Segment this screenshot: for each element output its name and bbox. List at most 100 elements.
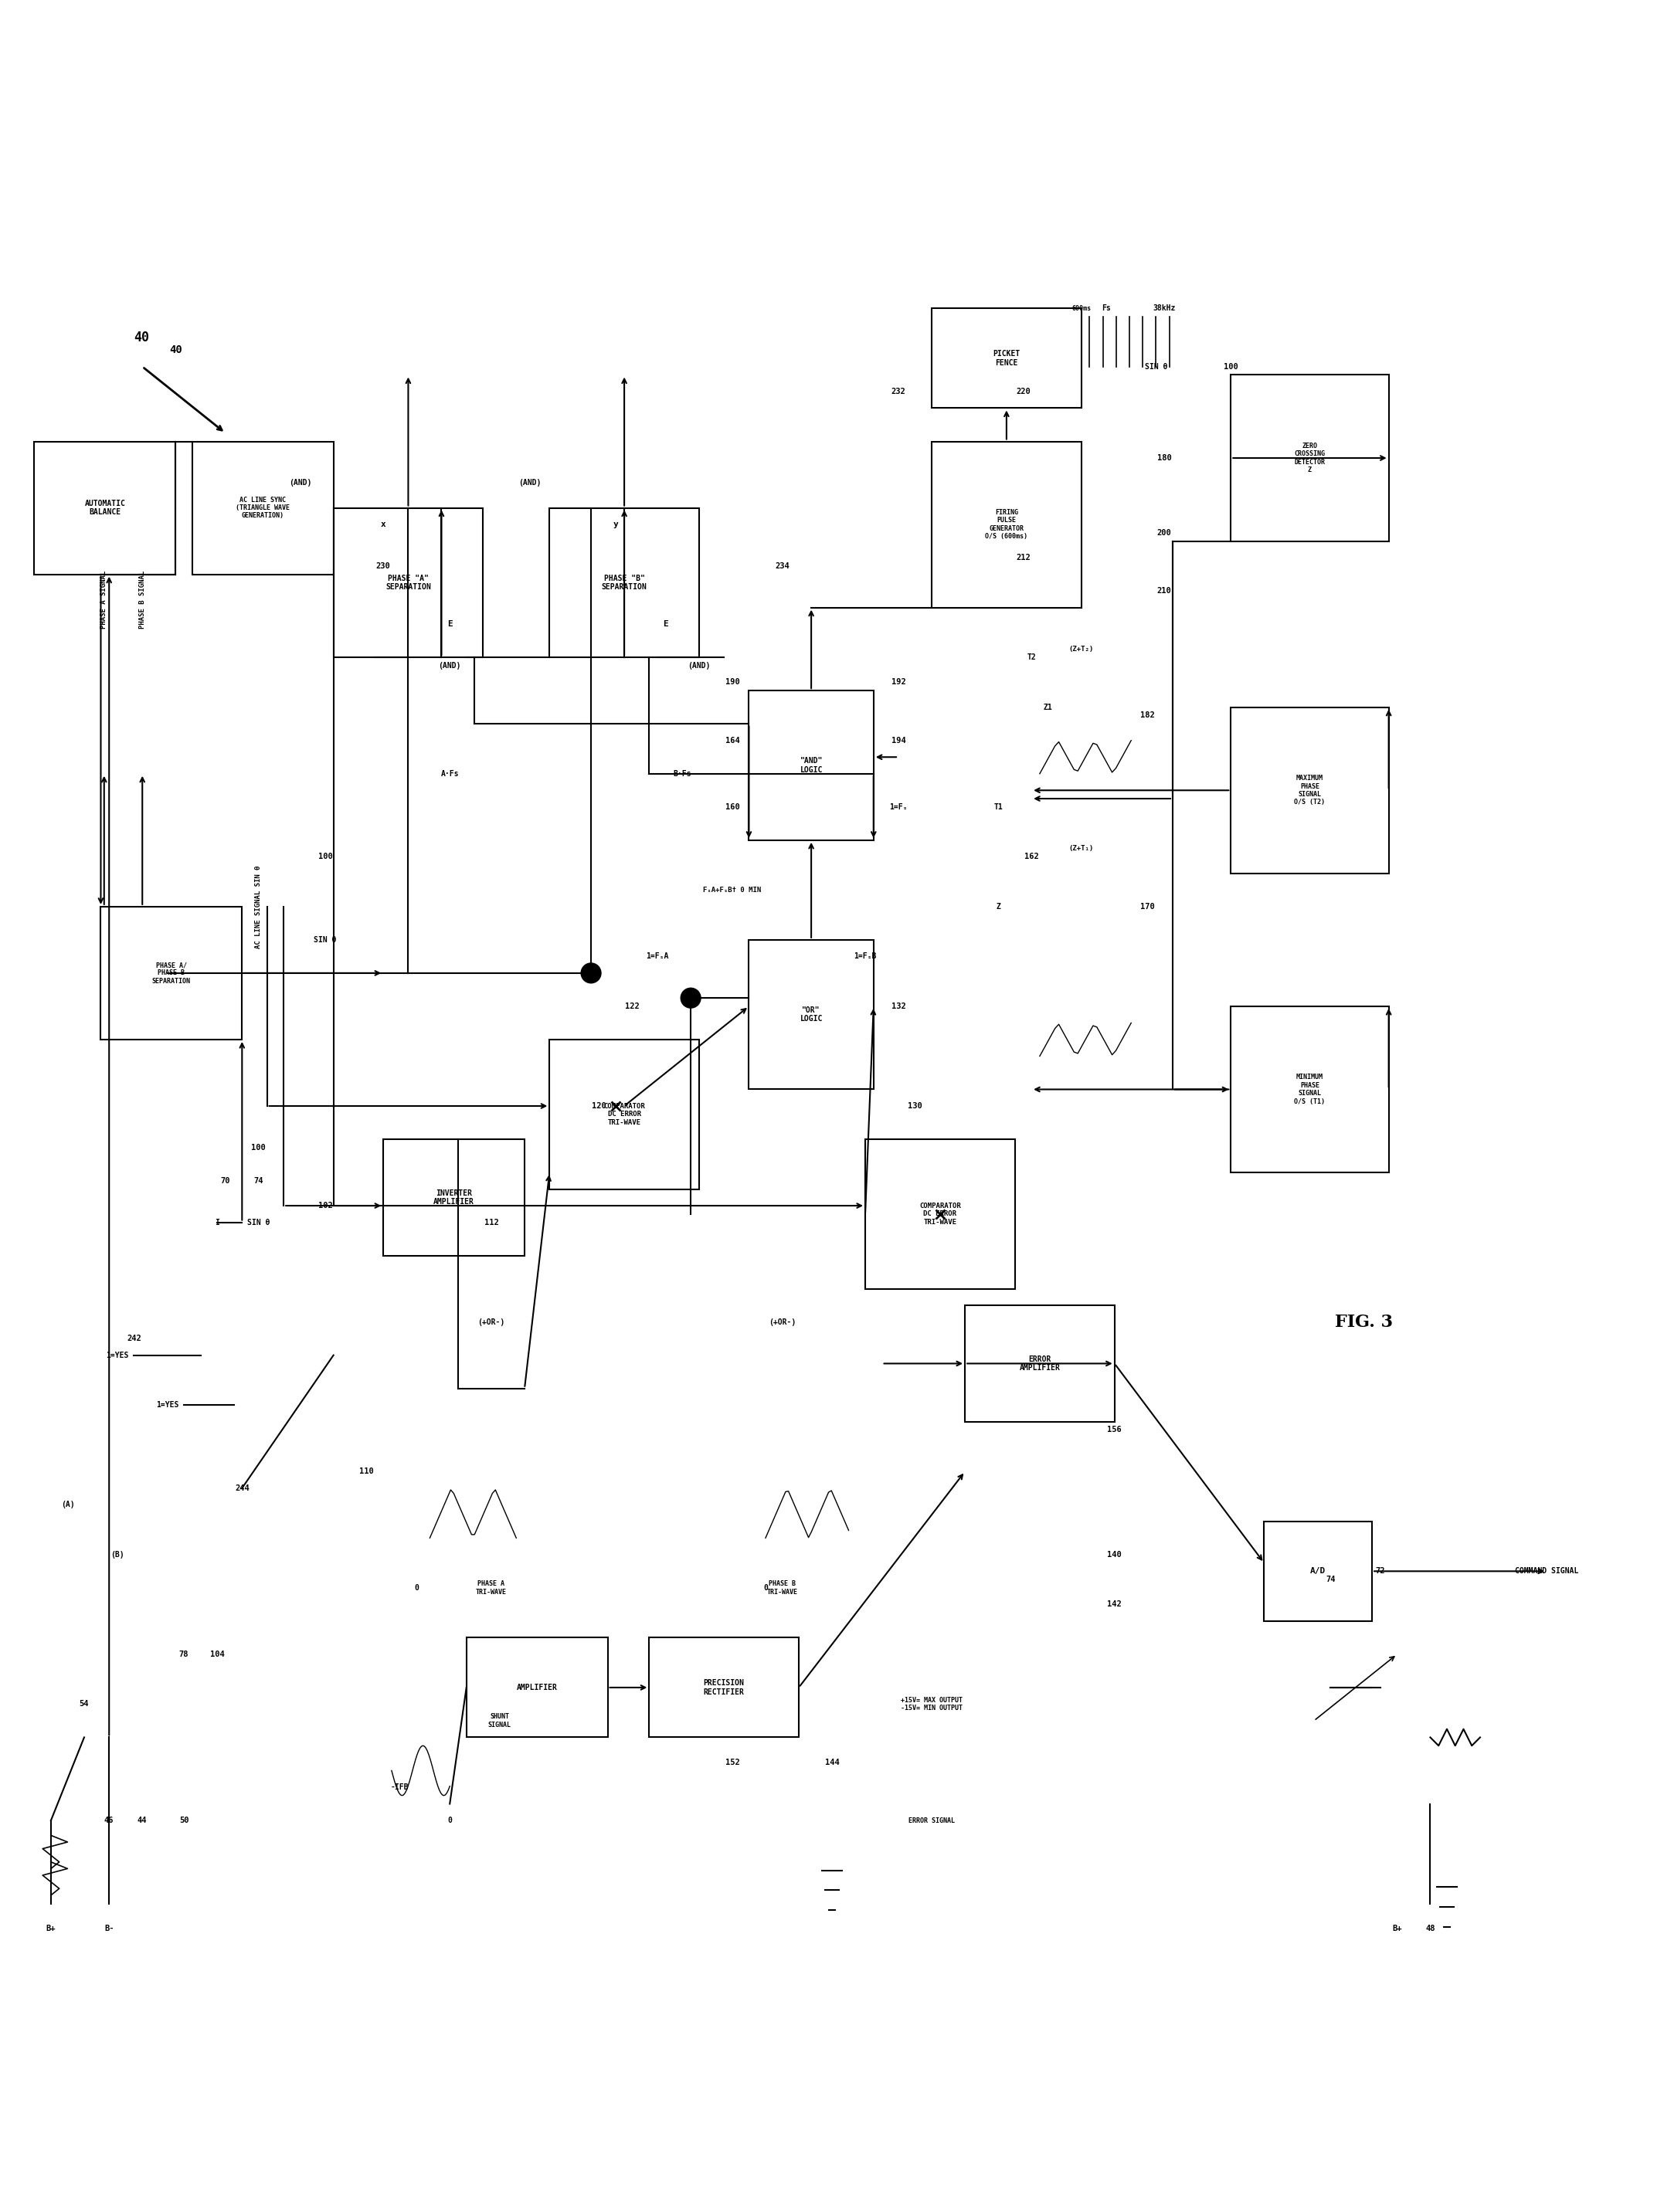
- Text: 190: 190: [726, 679, 739, 686]
- Text: 232: 232: [892, 387, 905, 396]
- Text: COMMAND SIGNAL: COMMAND SIGNAL: [1514, 1568, 1579, 1575]
- Bar: [466, 1637, 607, 1736]
- Text: SIN θ: SIN θ: [248, 1219, 270, 1225]
- Text: (AND): (AND): [438, 661, 461, 670]
- Text: COMPARATOR
DC ERROR
TRI-WAVE: COMPARATOR DC ERROR TRI-WAVE: [919, 1203, 960, 1225]
- Text: 0: 0: [764, 1584, 767, 1593]
- Text: 170: 170: [1140, 902, 1155, 911]
- Text: 140: 140: [1107, 1551, 1122, 1559]
- Text: PHASE "A"
SEPARATION: PHASE "A" SEPARATION: [386, 575, 431, 591]
- Text: 242: 242: [126, 1334, 141, 1343]
- Bar: [35, 442, 176, 575]
- Text: 234: 234: [775, 562, 789, 571]
- Text: 180: 180: [1156, 453, 1171, 462]
- Text: 110: 110: [359, 1469, 374, 1475]
- Text: 44: 44: [138, 1816, 146, 1825]
- Bar: [549, 1040, 699, 1190]
- Text: Z1: Z1: [1043, 703, 1053, 710]
- Text: PRECISION
RECTIFIER: PRECISION RECTIFIER: [704, 1679, 744, 1697]
- Text: +15V= MAX OUTPUT
-15V= MIN OUTPUT: +15V= MAX OUTPUT -15V= MIN OUTPUT: [900, 1697, 962, 1712]
- Text: "OR"
LOGIC: "OR" LOGIC: [800, 1006, 822, 1022]
- Text: 40: 40: [170, 345, 181, 356]
- Text: A/D: A/D: [1310, 1568, 1326, 1575]
- Text: 220: 220: [1015, 387, 1030, 396]
- Text: (AND): (AND): [518, 480, 541, 487]
- Text: SHUNT
SIGNAL: SHUNT SIGNAL: [488, 1714, 511, 1728]
- Text: PHASE A SIGNAL: PHASE A SIGNAL: [100, 571, 108, 628]
- Text: B·Fs: B·Fs: [674, 770, 692, 779]
- Text: ZERO
CROSSING
DETECTOR
Z: ZERO CROSSING DETECTOR Z: [1295, 442, 1325, 473]
- Text: 74: 74: [1326, 1575, 1336, 1584]
- Text: 1=Fₛ: 1=Fₛ: [889, 803, 907, 812]
- Text: A·Fs: A·Fs: [441, 770, 459, 779]
- Text: 72: 72: [1376, 1568, 1384, 1575]
- Bar: [965, 1305, 1115, 1422]
- Text: 74: 74: [255, 1177, 263, 1186]
- Text: 162: 162: [1023, 854, 1038, 860]
- Text: B+: B+: [1393, 1924, 1401, 1933]
- Text: (+OR-): (+OR-): [769, 1318, 795, 1325]
- Text: E: E: [448, 619, 453, 628]
- Text: AC LINE SYNC
(TRIANGLE WAVE
GENERATION): AC LINE SYNC (TRIANGLE WAVE GENERATION): [236, 495, 290, 520]
- Text: PHASE A
TRI-WAVE: PHASE A TRI-WAVE: [476, 1579, 508, 1595]
- Text: 156: 156: [1107, 1427, 1122, 1433]
- Text: 130: 130: [909, 1102, 922, 1110]
- Text: E: E: [664, 619, 669, 628]
- Text: FIG. 3: FIG. 3: [1335, 1314, 1393, 1329]
- Circle shape: [581, 962, 601, 982]
- Text: MAXIMUM
PHASE
SIGNAL
O/S (T2): MAXIMUM PHASE SIGNAL O/S (T2): [1295, 774, 1325, 805]
- Text: INVERTER
AMPLIFIER: INVERTER AMPLIFIER: [434, 1190, 474, 1206]
- Text: T2: T2: [1027, 653, 1037, 661]
- Text: 38kHz: 38kHz: [1153, 305, 1176, 312]
- Text: 46: 46: [105, 1816, 113, 1825]
- Text: 70: 70: [221, 1177, 230, 1186]
- Text: (AND): (AND): [687, 661, 711, 670]
- Text: 200: 200: [1156, 529, 1171, 538]
- Text: SIN θ: SIN θ: [1145, 363, 1168, 369]
- Text: 78: 78: [180, 1650, 188, 1659]
- Text: y: y: [614, 520, 619, 529]
- Text: 104: 104: [210, 1650, 225, 1659]
- Text: 100: 100: [251, 1144, 266, 1152]
- Text: 102: 102: [318, 1201, 333, 1210]
- Text: (AND): (AND): [290, 480, 311, 487]
- Text: 0: 0: [448, 1816, 453, 1825]
- Text: FIRING
PULSE
GENERATOR
O/S (600ms): FIRING PULSE GENERATOR O/S (600ms): [985, 509, 1028, 540]
- Text: Z: Z: [997, 902, 1000, 911]
- Text: COMPARATOR
DC ERROR
TRI-WAVE: COMPARATOR DC ERROR TRI-WAVE: [604, 1104, 646, 1126]
- Bar: [1231, 376, 1389, 542]
- Text: 50: 50: [180, 1816, 188, 1825]
- Text: 100: 100: [1223, 363, 1238, 369]
- Text: PHASE A/
PHASE B
SEPARATION: PHASE A/ PHASE B SEPARATION: [151, 962, 191, 984]
- Text: 194: 194: [892, 737, 905, 743]
- Bar: [191, 442, 333, 575]
- Bar: [1265, 1522, 1373, 1621]
- Text: 112: 112: [484, 1219, 499, 1225]
- Bar: [749, 940, 874, 1088]
- Bar: [549, 509, 699, 657]
- Text: PICKET
FENCE: PICKET FENCE: [993, 349, 1020, 367]
- Text: FₛA+FₛB† 0 MIN: FₛA+FₛB† 0 MIN: [704, 887, 762, 894]
- Text: -IFB: -IFB: [391, 1783, 409, 1792]
- Text: PHASE "B"
SEPARATION: PHASE "B" SEPARATION: [602, 575, 647, 591]
- Text: ERROR SIGNAL: ERROR SIGNAL: [909, 1816, 955, 1825]
- Text: AUTOMATIC
BALANCE: AUTOMATIC BALANCE: [85, 500, 125, 515]
- Text: 54: 54: [80, 1701, 88, 1708]
- Bar: [1231, 708, 1389, 874]
- Text: 144: 144: [825, 1759, 839, 1765]
- Text: AMPLIFIER: AMPLIFIER: [516, 1683, 557, 1692]
- Text: (+OR-): (+OR-): [478, 1318, 504, 1325]
- Text: 210: 210: [1156, 586, 1171, 595]
- Text: B+: B+: [47, 1924, 57, 1933]
- Text: 120: 120: [592, 1102, 607, 1110]
- Text: ERROR
AMPLIFIER: ERROR AMPLIFIER: [1020, 1356, 1060, 1371]
- Text: x: x: [381, 520, 386, 529]
- Text: I: I: [215, 1219, 220, 1225]
- Bar: [383, 1139, 524, 1256]
- Text: 212: 212: [1015, 553, 1030, 562]
- Bar: [649, 1637, 799, 1736]
- Text: AC LINE SIGNAL SIN θ: AC LINE SIGNAL SIN θ: [255, 865, 263, 949]
- Text: 40: 40: [135, 332, 150, 345]
- Text: "AND"
LOGIC: "AND" LOGIC: [800, 757, 822, 774]
- Bar: [749, 690, 874, 841]
